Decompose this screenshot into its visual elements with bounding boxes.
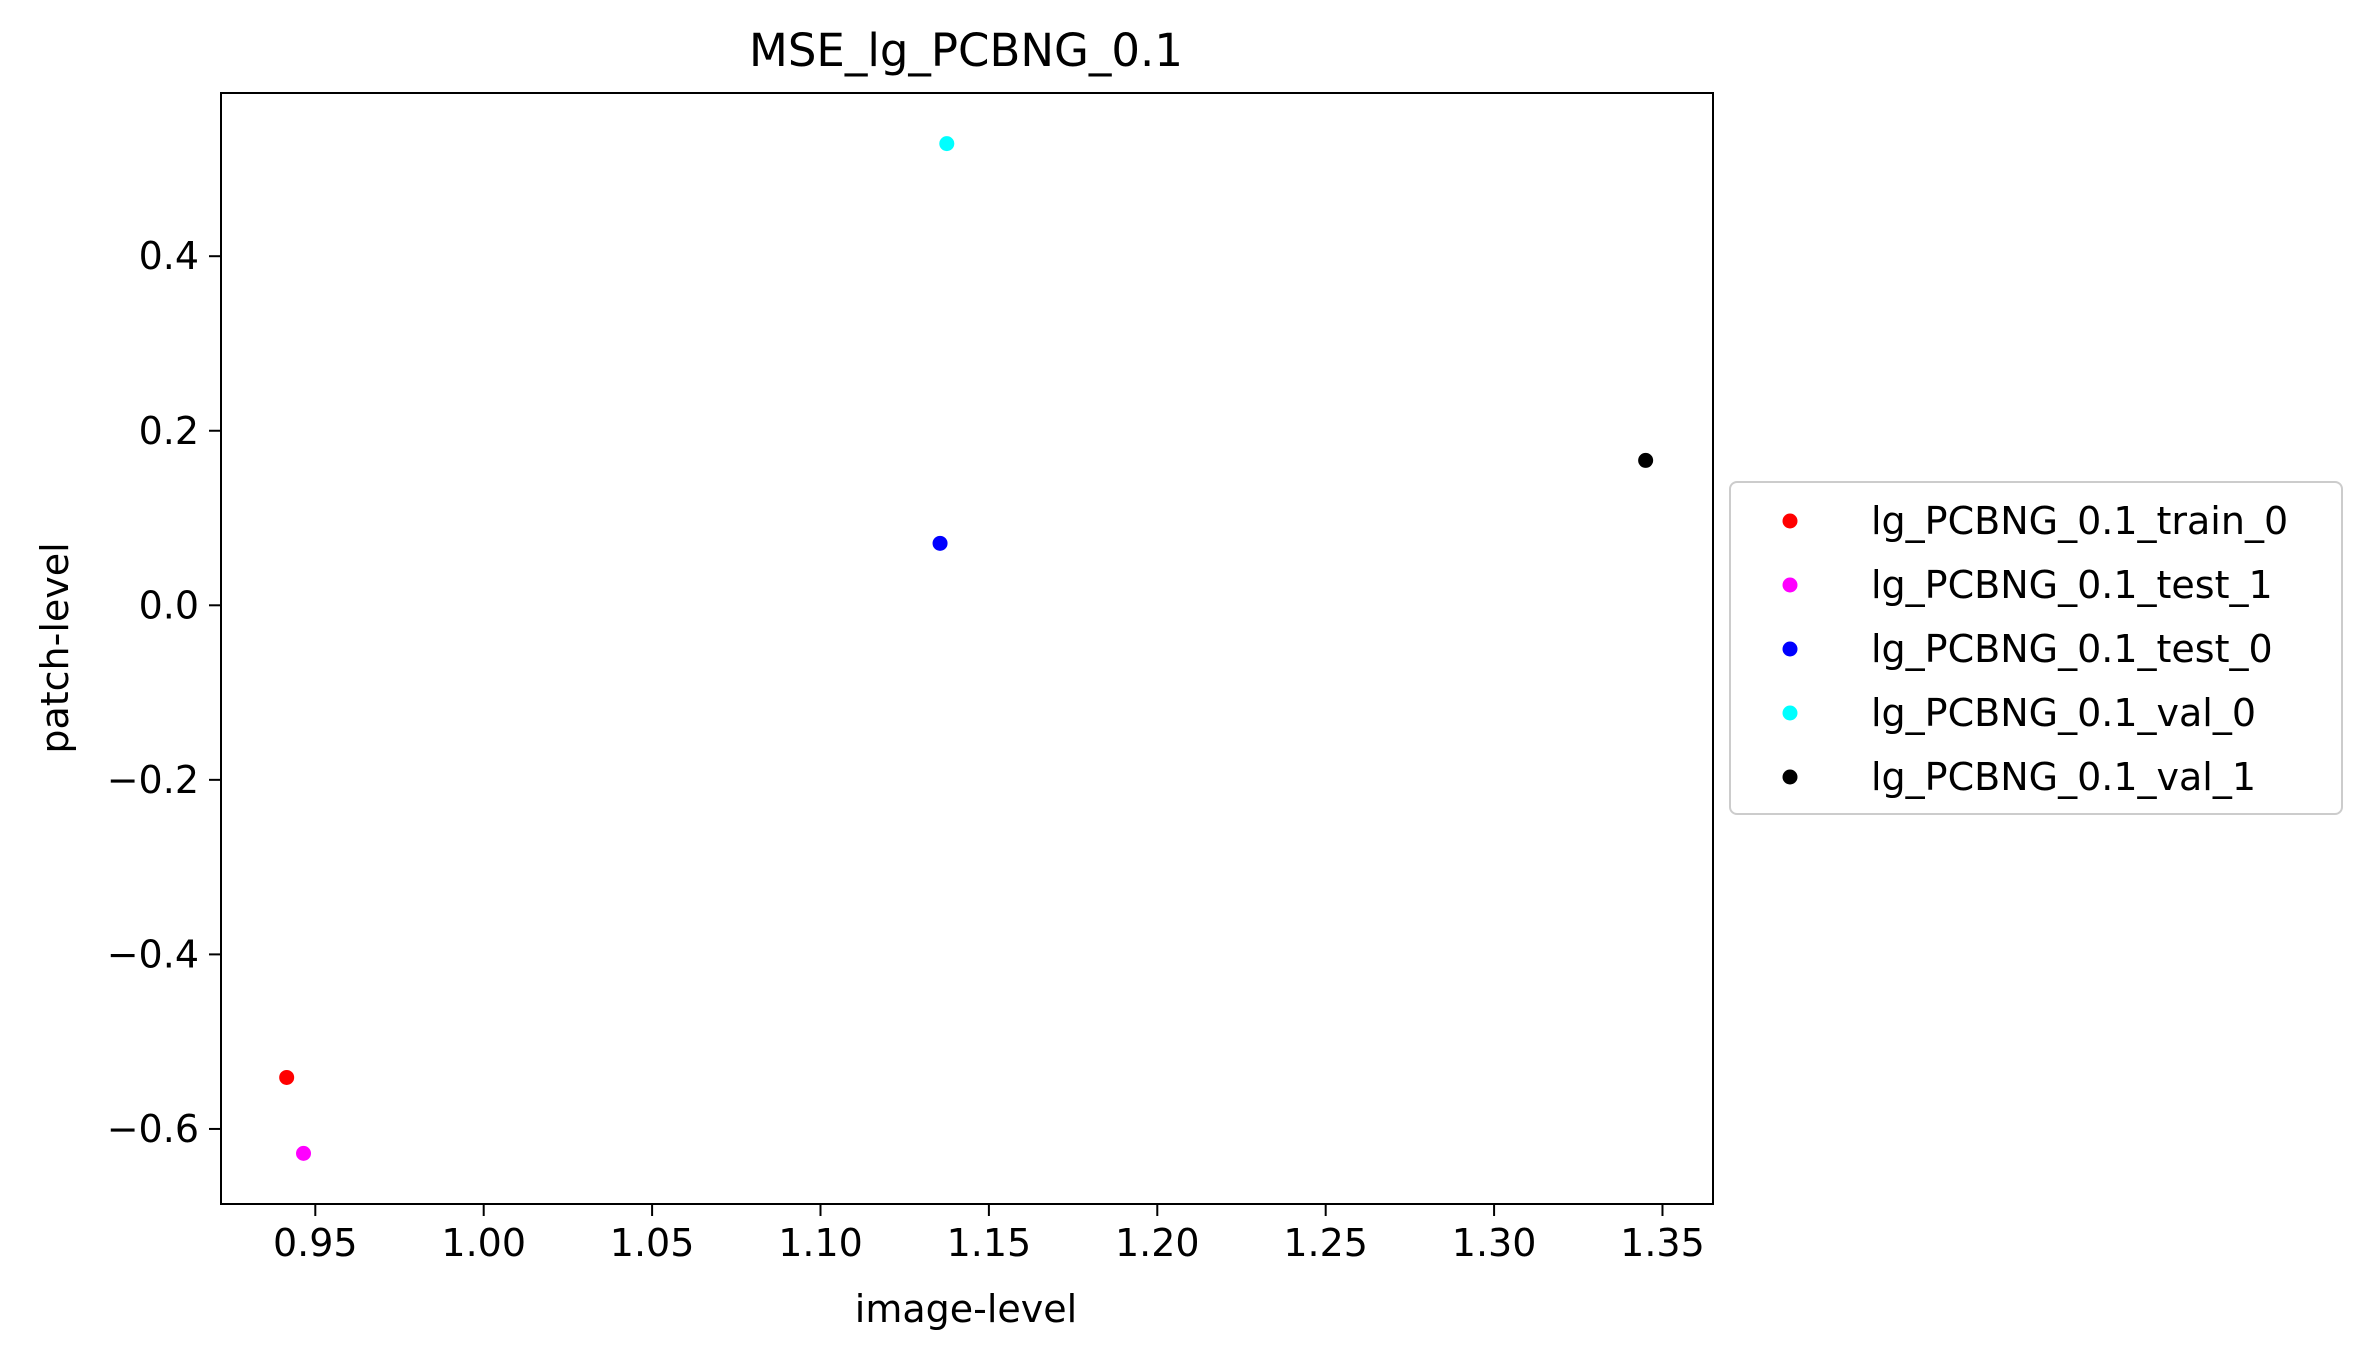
x-tick-label: 1.15 bbox=[947, 1221, 1032, 1265]
legend-marker bbox=[1782, 577, 1798, 593]
legend-label: lg_PCBNG_0.1_train_0 bbox=[1871, 499, 2288, 543]
x-tick-label: 1.00 bbox=[441, 1221, 526, 1265]
x-tick-label: 1.30 bbox=[1452, 1221, 1537, 1265]
y-tick-label: 0.4 bbox=[139, 234, 199, 278]
x-tick-label: 1.20 bbox=[1115, 1221, 1200, 1265]
x-tick-label: 1.25 bbox=[1283, 1221, 1368, 1265]
y-axis-label: patch-level bbox=[33, 542, 77, 753]
x-tick-label: 1.05 bbox=[610, 1221, 695, 1265]
legend-box bbox=[1729, 481, 2343, 815]
data-point-lg_PCBNG_0.1_train_0 bbox=[279, 1069, 295, 1085]
plot-area-frame bbox=[220, 92, 1714, 1205]
data-point-lg_PCBNG_0.1_val_0 bbox=[939, 136, 955, 152]
legend-marker bbox=[1782, 705, 1798, 721]
y-tick-label: 0.2 bbox=[139, 409, 199, 453]
data-point-lg_PCBNG_0.1_test_1 bbox=[296, 1145, 312, 1161]
legend-marker bbox=[1782, 769, 1798, 785]
y-tick-label: −0.6 bbox=[107, 1107, 199, 1151]
data-points bbox=[279, 136, 1654, 1161]
legend-label: lg_PCBNG_0.1_val_1 bbox=[1871, 755, 2256, 799]
x-axis-ticks: 0.95 1.00 1.05 1.10 1.15 1.20 1.25 1.30 1.35 bbox=[273, 1204, 1705, 1265]
x-axis-label: image-level bbox=[855, 1287, 1077, 1331]
legend-marker bbox=[1782, 513, 1798, 529]
y-tick-label: −0.4 bbox=[107, 932, 199, 976]
legend-label: lg_PCBNG_0.1_test_0 bbox=[1871, 627, 2273, 671]
legend: lg_PCBNG_0.1_train_0 lg_PCBNG_0.1_test_1l… bbox=[1729, 481, 2343, 815]
x-tick-label: 1.10 bbox=[778, 1221, 863, 1265]
y-tick-label: −0.2 bbox=[107, 758, 199, 802]
x-tick-label: 1.35 bbox=[1620, 1221, 1705, 1265]
legend-label: lg_PCBNG_0.1_val_0 bbox=[1871, 691, 2256, 735]
legend-marker bbox=[1782, 641, 1798, 657]
y-axis-ticks: −0.6 −0.4 −0.2 0.0 0.2 0.4 bbox=[107, 234, 221, 1151]
chart-title: MSE_lg_PCBNG_0.1 bbox=[749, 24, 1183, 77]
y-tick-label: 0.0 bbox=[139, 583, 199, 627]
legend-label: lg_PCBNG_0.1_test_1 bbox=[1871, 563, 2273, 607]
x-tick-label: 0.95 bbox=[273, 1221, 358, 1265]
data-point-lg_PCBNG_0.1_val_1 bbox=[1638, 452, 1654, 468]
data-point-lg_PCBNG_0.1_test_0 bbox=[932, 535, 948, 551]
